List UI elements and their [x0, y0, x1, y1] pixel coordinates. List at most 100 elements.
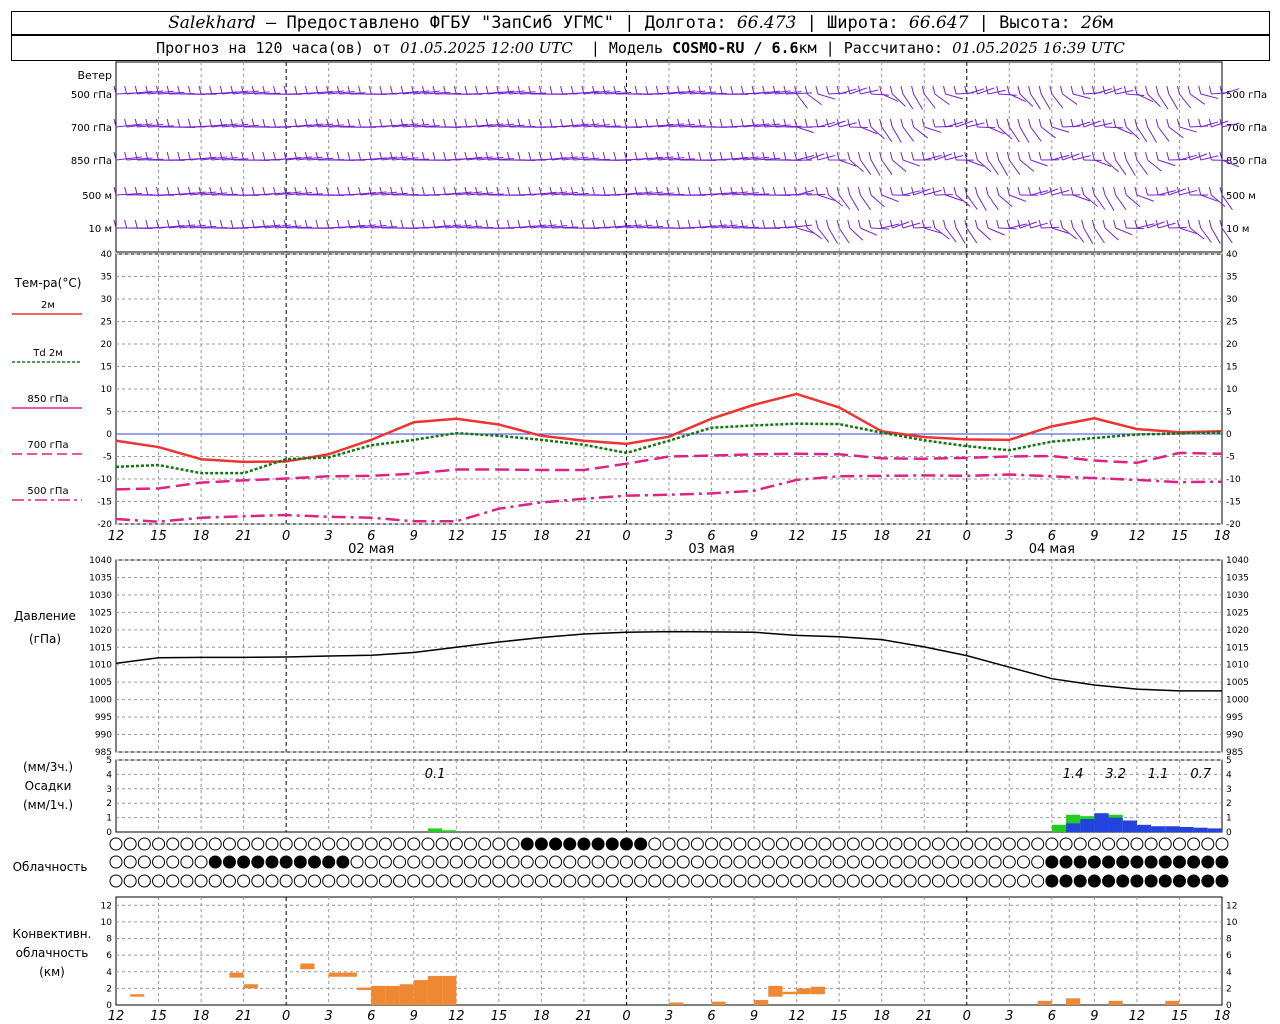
wind-barb-flag	[655, 186, 659, 196]
wind-barb	[349, 192, 376, 196]
cloud-symbol	[1102, 837, 1116, 851]
wind-barb-flag	[1028, 151, 1032, 161]
wind-barb	[987, 126, 1005, 135]
cloud-symbol	[109, 855, 123, 869]
wind-barb	[647, 156, 674, 161]
wind-barb-flag	[251, 186, 255, 196]
wind-barb	[339, 92, 366, 95]
wind-barb	[1200, 155, 1219, 161]
wind-barb-flag	[836, 85, 840, 95]
cloud-symbol	[1215, 874, 1229, 888]
wind-barb-flag	[889, 85, 893, 95]
wind-barb-flag	[251, 219, 255, 229]
cloud-symbol	[619, 855, 633, 869]
wind-barb	[637, 191, 663, 196]
hour-tick-top: 0	[282, 529, 290, 544]
wind-barb-flag	[677, 151, 681, 161]
wind-barb	[764, 124, 791, 128]
wind-barb	[115, 156, 142, 161]
wind-barb	[966, 194, 978, 210]
wind-barb	[945, 227, 957, 243]
pressure-tick-left: 1040	[89, 556, 112, 566]
wind-barb-flag	[1017, 186, 1021, 196]
altitude-value: 26	[1081, 13, 1103, 33]
temp-tick-left: 35	[101, 273, 112, 283]
cloud-symbol	[946, 855, 960, 869]
wind-barb-flag	[336, 118, 340, 128]
wind-barb-flag	[740, 151, 744, 161]
wind-barb-flag	[1006, 85, 1010, 95]
wind-barb	[201, 123, 228, 128]
temp-series-4	[115, 473, 1223, 523]
wind-barb-flag	[762, 186, 766, 196]
wind-barb-flag	[124, 118, 128, 128]
cloud-symbol	[222, 855, 236, 869]
cloud-symbol	[988, 855, 1002, 869]
temp-series-2	[115, 451, 1223, 491]
wind-barb	[1147, 93, 1161, 107]
wind-barb	[966, 159, 984, 167]
wind-barb-flag	[187, 219, 191, 229]
provider-text: – Предоставлено ФГБУ "ЗапСиб УГМС" | Дол…	[255, 13, 737, 33]
pressure-tick-left: 995	[95, 713, 112, 723]
wind-barb	[838, 227, 850, 244]
wind-barb-flag	[751, 186, 755, 196]
cloud-symbol	[336, 837, 350, 851]
wind-barb	[381, 156, 408, 161]
conv-tick-right: 6	[1226, 951, 1232, 961]
wind-barb-flag	[326, 118, 330, 128]
hour-tick-top: 9	[750, 529, 758, 544]
wind-barb-flag	[1187, 186, 1191, 196]
cloud-symbol	[208, 855, 222, 869]
cloud-symbol	[648, 837, 662, 851]
cloud-symbol	[1002, 837, 1016, 851]
wind-barb-flag	[1166, 85, 1170, 95]
wind-barb-flag	[1017, 151, 1021, 161]
cloud-symbol	[194, 837, 208, 851]
wind-barb	[222, 123, 249, 128]
wind-barb	[668, 158, 695, 161]
wind-barb-flag	[1208, 151, 1212, 161]
cloud-symbol	[293, 837, 307, 851]
wind-barb-flag	[964, 219, 968, 229]
hour-tick-bottom: 18	[533, 1009, 550, 1024]
wind-barb	[977, 126, 996, 129]
wind-barb	[562, 156, 589, 161]
wind-barb-flag	[528, 186, 532, 196]
wind-barb-flag	[900, 118, 904, 128]
wind-barb	[232, 90, 259, 95]
conv-bar	[300, 963, 315, 970]
wind-barb-flag	[432, 118, 436, 128]
wind-barb	[594, 90, 621, 95]
precip-bar	[1165, 826, 1180, 832]
cloud-symbol	[676, 874, 690, 888]
hour-tick-top: 18	[873, 529, 890, 544]
wind-barb-flag	[1070, 151, 1074, 161]
wind-barb-flag	[209, 118, 213, 128]
wind-barb-flag	[634, 186, 638, 196]
wind-barb-flag	[730, 118, 734, 128]
cloud-symbol	[364, 837, 378, 851]
wind-barb	[1019, 126, 1030, 143]
cloud-symbol	[421, 874, 435, 888]
wind-barb	[860, 89, 879, 95]
wind-barb-flag	[1081, 85, 1085, 95]
wind-barb	[1147, 126, 1158, 143]
wind-barb	[976, 194, 987, 211]
pressure-tick-right: 990	[1226, 731, 1243, 741]
temp-tick-right: -15	[1226, 498, 1241, 508]
wind-barb-flag	[1208, 85, 1212, 95]
wind-barb	[392, 123, 419, 128]
cloud-symbol	[1201, 874, 1215, 888]
wind-barb	[115, 123, 142, 128]
wind-barb	[870, 194, 885, 208]
wind-barb-flag	[1028, 219, 1032, 229]
cloud-symbol	[1002, 855, 1016, 869]
wind-barb	[115, 192, 142, 196]
cloud-symbol	[1158, 874, 1172, 888]
wind-barb	[902, 126, 915, 142]
wind-barb-flag	[156, 151, 160, 161]
temp-tick-right: 30	[1226, 295, 1238, 305]
wind-barb	[828, 227, 839, 244]
